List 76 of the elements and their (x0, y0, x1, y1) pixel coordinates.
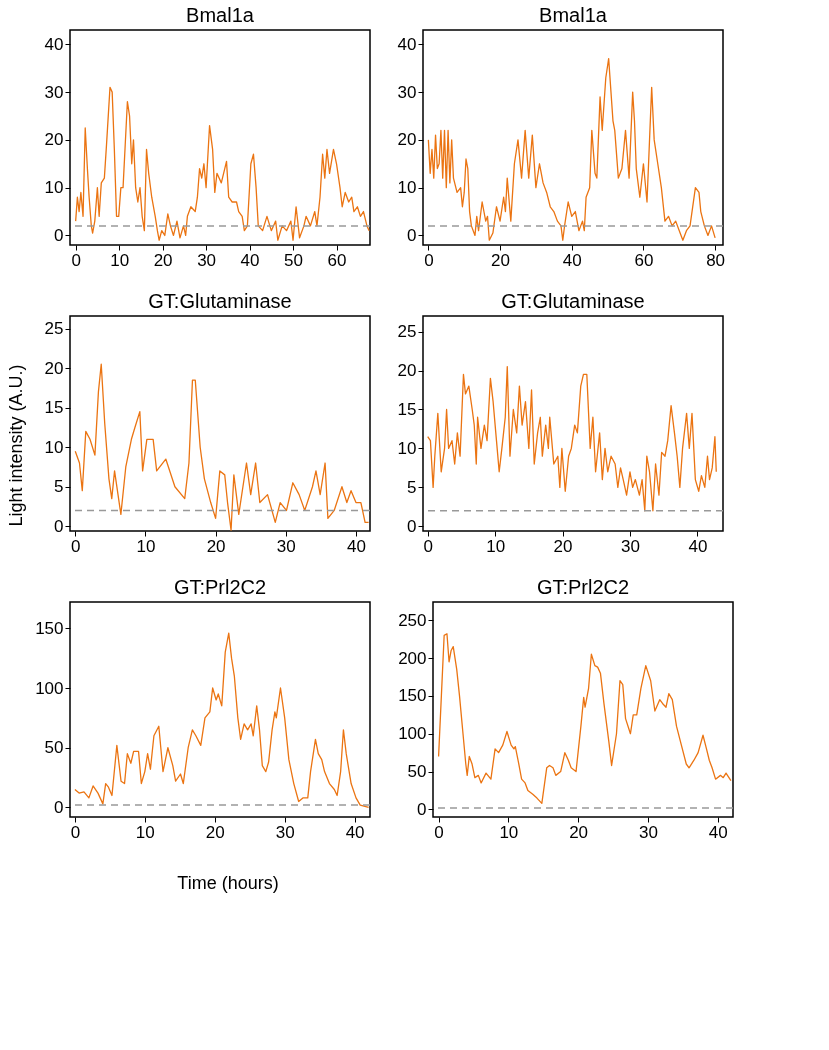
x-tick-label: 80 (706, 250, 726, 270)
x-tick-label: 40 (347, 536, 366, 556)
y-tick-label: 250 (398, 610, 427, 630)
y-tick-label: 100 (35, 678, 64, 698)
chart-title: GT:Glutaminase (501, 290, 645, 312)
x-tick-label: 40 (562, 250, 582, 270)
line-series (75, 86, 370, 241)
x-tick-label: 10 (135, 822, 155, 842)
y-tick-label: 10 (44, 178, 64, 198)
x-tick-label: 30 (621, 536, 640, 556)
y-tick-label: 15 (397, 399, 417, 419)
chart-title: GT:Glutaminase (148, 290, 292, 312)
y-tick-label: 5 (54, 477, 64, 497)
chart-title: Bmal1a (186, 4, 255, 26)
y-tick-label: 40 (44, 34, 64, 54)
y-tick-label: 50 (407, 762, 427, 782)
x-tick-label: 40 (240, 250, 260, 270)
x-tick-label: 30 (197, 250, 217, 270)
y-tick-label: 50 (44, 738, 64, 758)
y-tick-label: 40 (397, 34, 417, 54)
y-tick-label: 20 (397, 361, 417, 381)
chart-title: GT:Prl2C2 (173, 576, 267, 598)
y-tick-label: 0 (417, 799, 427, 819)
x-tick-label: 10 (110, 250, 130, 270)
x-tick-label: 20 (153, 250, 173, 270)
y-tick-label: 10 (397, 438, 417, 458)
x-tick-label: 0 (71, 250, 81, 270)
y-tick-label: 150 (35, 618, 64, 638)
y-tick-label: 30 (44, 82, 64, 102)
line-series (427, 58, 716, 241)
y-tick-label: 25 (397, 322, 417, 342)
x-tick-label: 10 (136, 536, 156, 556)
y-tick-label: 10 (44, 437, 64, 457)
x-tick-label: 50 (284, 250, 303, 270)
x-tick-label: 30 (275, 822, 295, 842)
x-tick-label: 20 (569, 822, 589, 842)
x-tick-label: 20 (553, 536, 573, 556)
y-tick-label: 15 (44, 398, 64, 418)
x-tick-label: 10 (486, 536, 506, 556)
y-tick-label: 30 (397, 82, 417, 102)
x-axis-title: Time (hours) (177, 873, 279, 893)
y-tick-label: 100 (398, 724, 427, 744)
y-axis-title: Light intensity (A.U.) (6, 364, 26, 527)
x-tick-label: 0 (434, 822, 444, 842)
y-tick-label: 20 (397, 130, 417, 150)
line-series (437, 633, 732, 805)
y-tick-label: 0 (407, 516, 417, 536)
x-tick-label: 60 (634, 250, 654, 270)
y-tick-label: 200 (398, 648, 427, 668)
x-tick-label: 30 (638, 822, 658, 842)
x-tick-label: 30 (276, 536, 296, 556)
y-tick-label: 20 (44, 358, 64, 378)
y-tick-label: 0 (407, 225, 417, 245)
x-tick-label: 40 (345, 822, 365, 842)
x-tick-label: 20 (491, 250, 511, 270)
x-tick-label: 60 (327, 250, 347, 270)
y-tick-label: 0 (54, 797, 64, 817)
chart-title: GT:Prl2C2 (536, 576, 630, 598)
x-tick-label: 0 (71, 536, 81, 556)
y-tick-label: 0 (54, 516, 64, 536)
chart-title: Bmal1a (539, 4, 608, 26)
y-tick-label: 150 (398, 686, 427, 706)
x-tick-label: 20 (205, 822, 225, 842)
y-tick-label: 5 (407, 477, 417, 497)
y-tick-label: 10 (397, 178, 417, 198)
x-tick-label: 20 (206, 536, 226, 556)
x-tick-label: 0 (70, 822, 81, 842)
line-series (427, 365, 717, 512)
y-tick-label: 0 (54, 225, 64, 245)
x-tick-label: 40 (688, 536, 708, 556)
y-tick-label: 25 (44, 319, 64, 339)
y-tick-label: 20 (44, 130, 64, 150)
x-tick-label: 10 (499, 822, 519, 842)
x-tick-label: 40 (708, 822, 728, 842)
line-series (74, 632, 370, 809)
line-series (74, 363, 370, 531)
